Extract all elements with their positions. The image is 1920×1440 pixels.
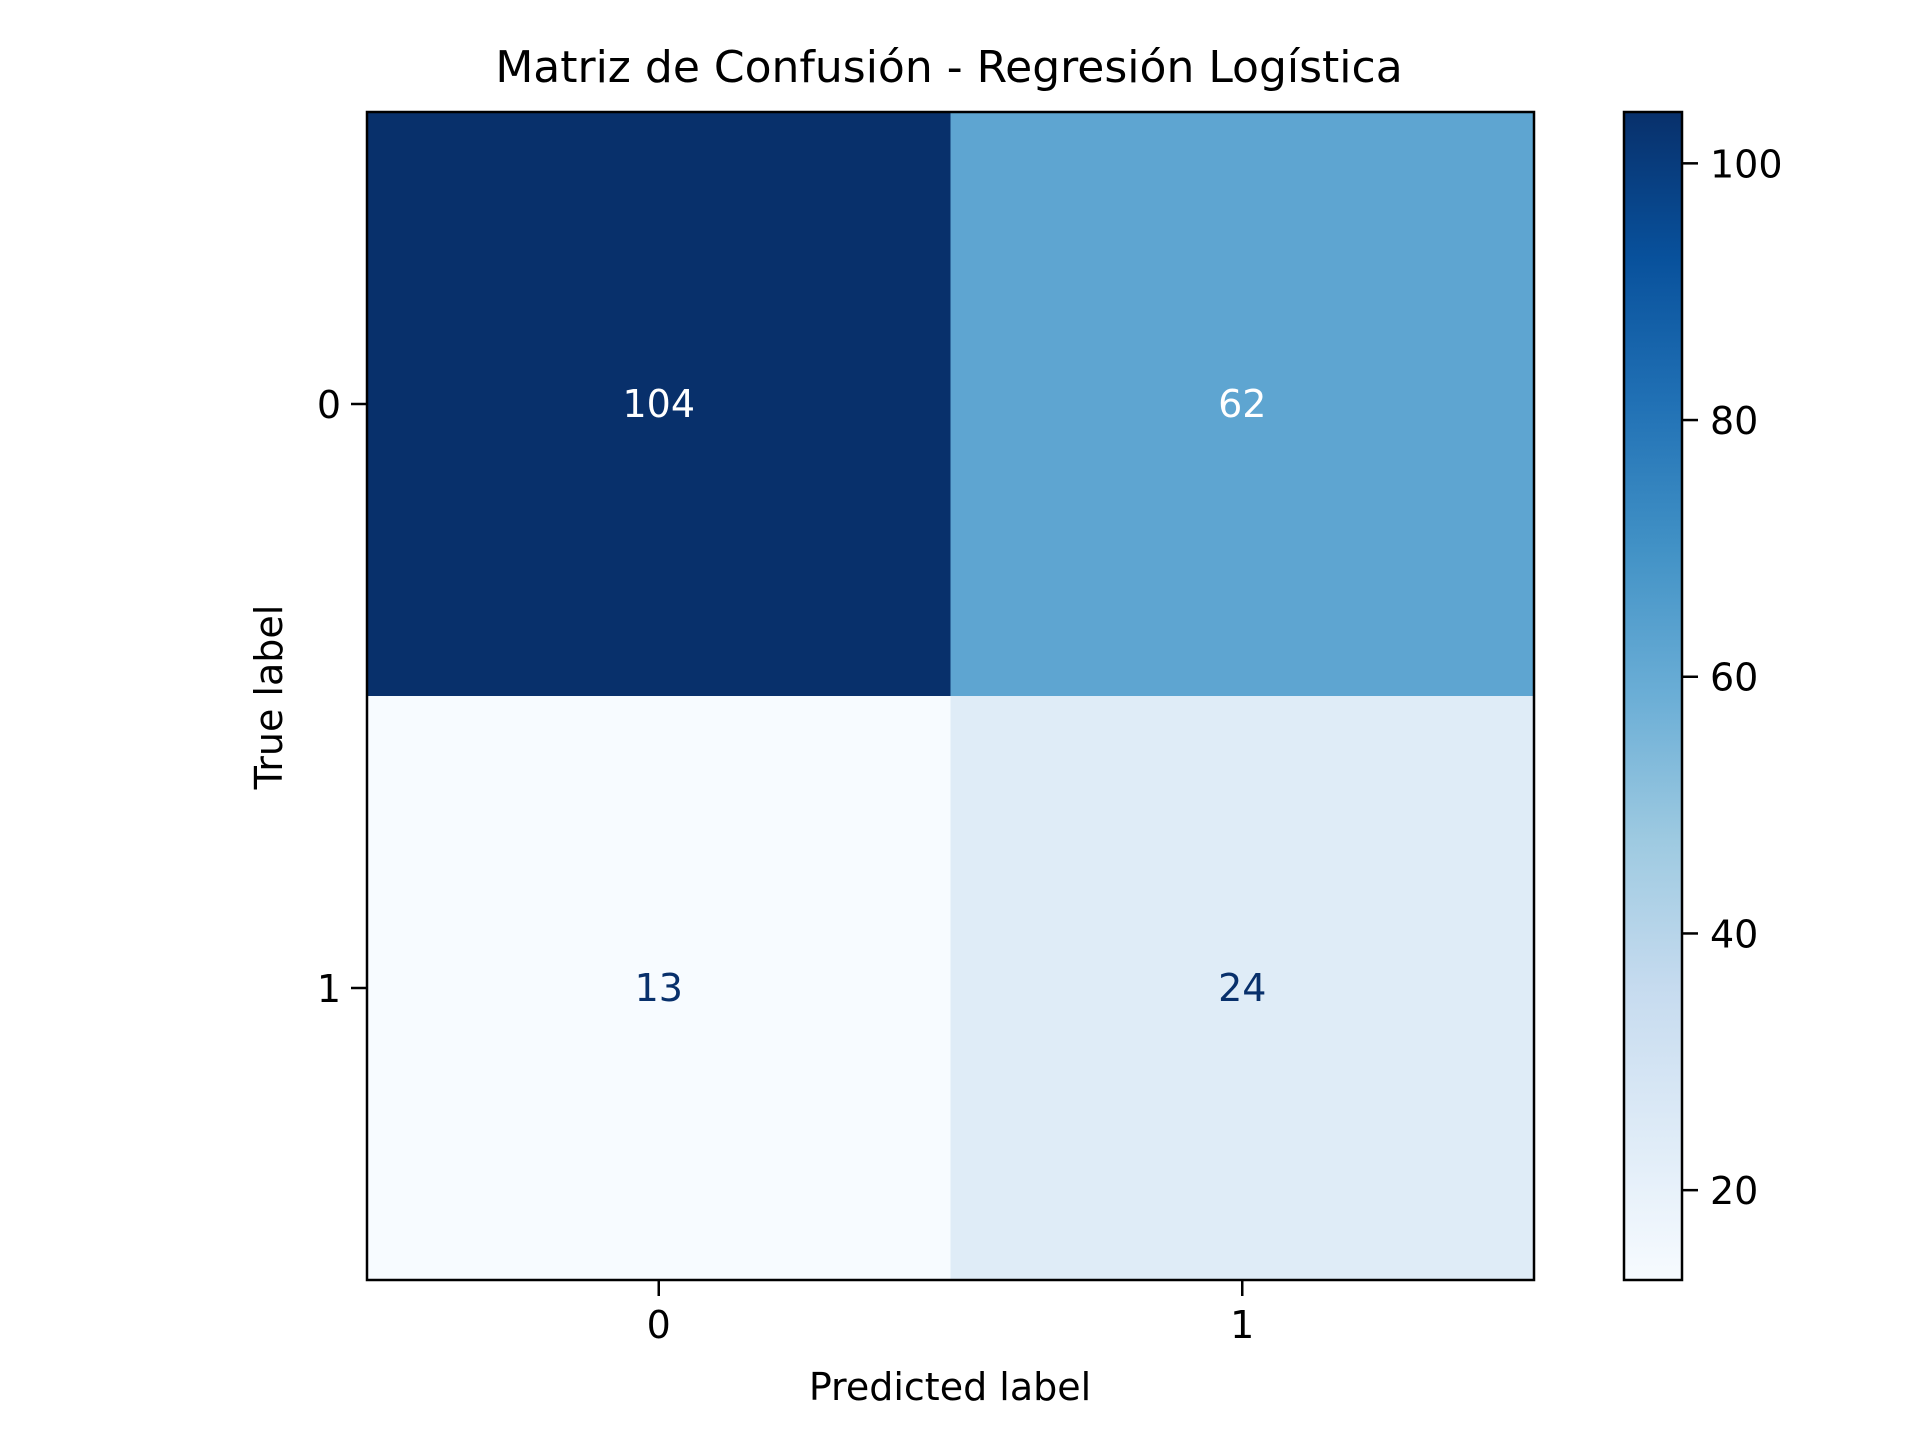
- cell-value-label: 13: [635, 966, 683, 1010]
- x-axis-label: Predicted label: [809, 1365, 1091, 1409]
- x-tick-label: 1: [1230, 1303, 1254, 1347]
- colorbar-tick-label: 60: [1710, 656, 1758, 700]
- heatmap-cell: [950, 112, 1535, 697]
- heatmap-cells: [367, 112, 1535, 1281]
- y-tick-label: 0: [317, 383, 341, 427]
- cell-value-label: 24: [1218, 966, 1266, 1010]
- x-tick-label: 0: [647, 1303, 671, 1347]
- chart-title: Matriz de Confusión - Regresión Logístic…: [495, 42, 1402, 93]
- colorbar-tick-label: 80: [1710, 399, 1758, 443]
- heatmap-cell: [367, 696, 951, 1281]
- cell-value-label: 104: [622, 382, 695, 426]
- cell-value-label: 62: [1218, 382, 1266, 426]
- heatmap-cell: [950, 696, 1535, 1281]
- y-axis-ticks: 01: [317, 383, 367, 1011]
- y-axis-label: True label: [247, 605, 291, 791]
- colorbar-tick-label: 20: [1710, 1169, 1758, 1213]
- heatmap-cell-labels: 104 62 13 24: [622, 382, 1266, 1010]
- heatmap-cell: [367, 112, 951, 697]
- colorbar-tick-label: 40: [1710, 912, 1758, 956]
- plot-frame: [365, 110, 1536, 1282]
- y-tick-label: 1: [317, 967, 341, 1011]
- colorbar-tick-label: 100: [1710, 142, 1783, 186]
- colorbar-ticks: 20 40 60 80 100: [1682, 142, 1783, 1213]
- colorbar: [1622, 110, 1684, 1282]
